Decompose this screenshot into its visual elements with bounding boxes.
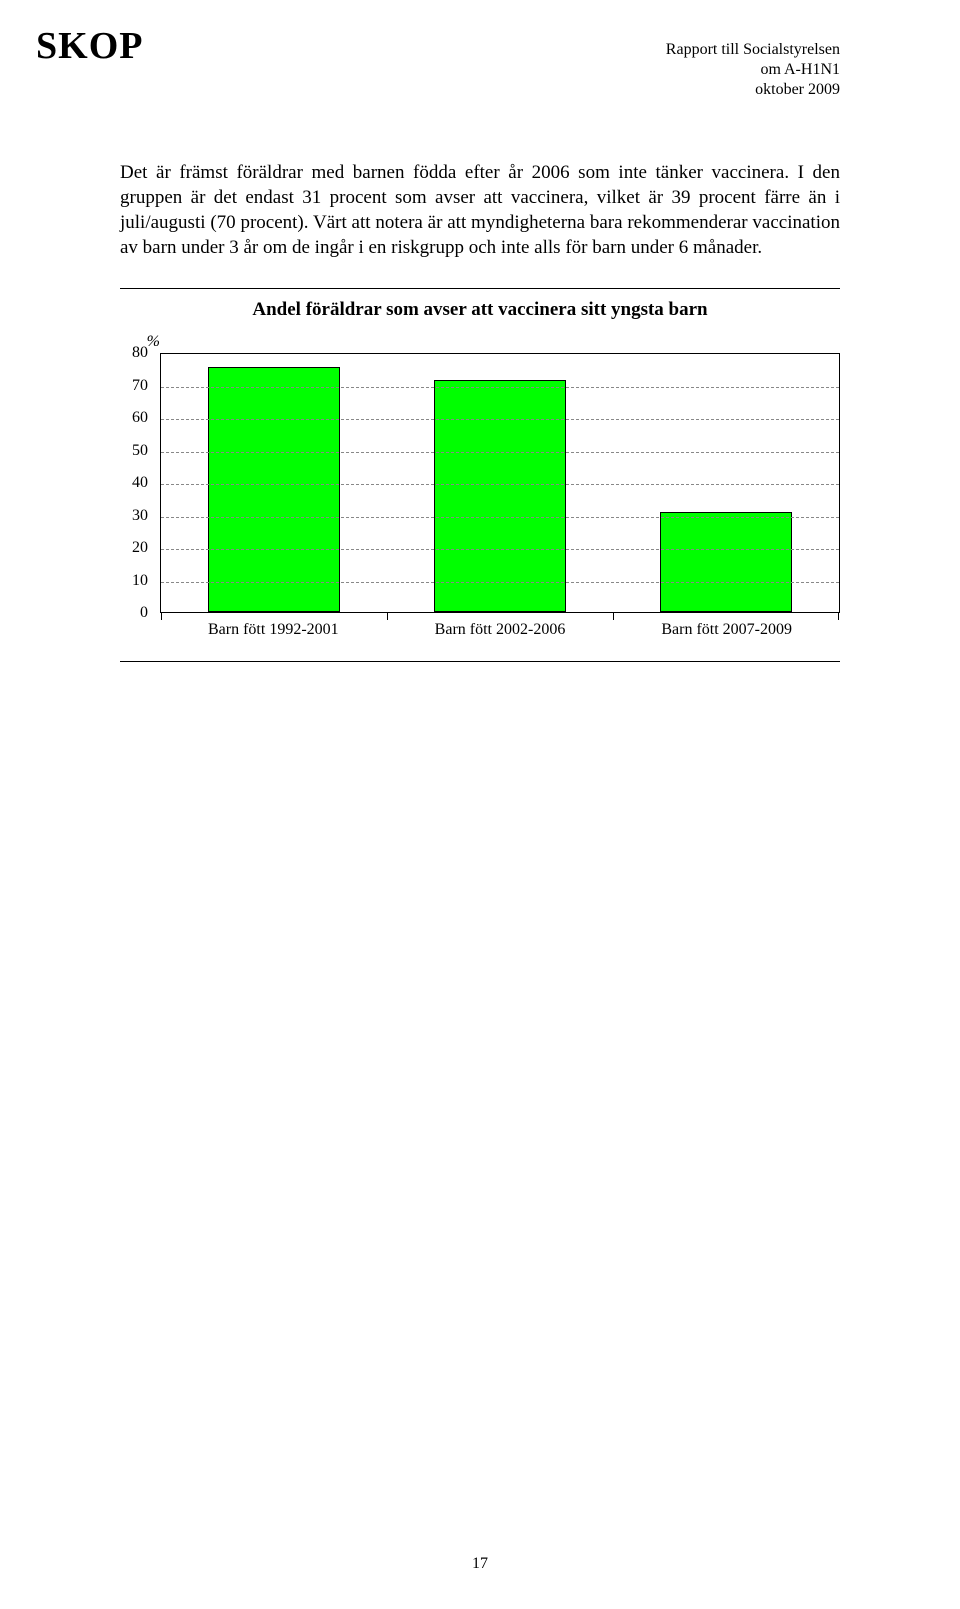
x-axis-label: Barn fött 1992-2001 bbox=[160, 613, 387, 639]
x-tick-mark bbox=[161, 612, 162, 620]
chart-title: Andel föräldrar som avser att vaccinera … bbox=[120, 299, 840, 321]
divider-top bbox=[120, 288, 840, 289]
header-line-3: oktober 2009 bbox=[666, 80, 840, 100]
chart-gridline bbox=[161, 387, 839, 388]
page-number: 17 bbox=[0, 1555, 960, 1573]
x-tick-mark bbox=[838, 612, 839, 620]
y-tick-label: 40 bbox=[114, 475, 154, 491]
x-axis-label: Barn fött 2002-2006 bbox=[387, 613, 614, 639]
chart-gridline bbox=[161, 452, 839, 453]
x-tick-mark bbox=[613, 612, 614, 620]
chart-gridline bbox=[161, 419, 839, 420]
y-tick-label: 80 bbox=[114, 345, 154, 361]
y-tick-label: 30 bbox=[114, 508, 154, 524]
x-tick-mark bbox=[387, 612, 388, 620]
body-paragraph: Det är främst föräldrar med barnen födda… bbox=[120, 160, 840, 260]
y-tick-label: 20 bbox=[114, 540, 154, 556]
x-axis-labels: Barn fött 1992-2001Barn fött 2002-2006Ba… bbox=[160, 613, 840, 639]
chart-plot-area bbox=[160, 353, 840, 613]
chart-slot bbox=[161, 354, 387, 612]
report-header: Rapport till Socialstyrelsen om A-H1N1 o… bbox=[666, 40, 840, 100]
header-line-2: om A-H1N1 bbox=[666, 60, 840, 80]
x-axis-label: Barn fött 2007-2009 bbox=[613, 613, 840, 639]
chart-gridline bbox=[161, 484, 839, 485]
chart-gridline bbox=[161, 549, 839, 550]
chart-bars bbox=[161, 354, 839, 612]
chart-area: % 80706050403020100 bbox=[120, 335, 840, 613]
brand-logo: SKOP bbox=[36, 24, 143, 68]
chart-bar bbox=[660, 512, 791, 612]
bar-chart: % 80706050403020100 Barn fött 1992-2001B… bbox=[120, 335, 840, 639]
y-tick-label: 0 bbox=[114, 605, 154, 621]
chart-bar bbox=[434, 380, 565, 612]
y-tick-label: 60 bbox=[114, 410, 154, 426]
chart-gridline bbox=[161, 517, 839, 518]
chart-slot bbox=[387, 354, 613, 612]
header-line-1: Rapport till Socialstyrelsen bbox=[666, 40, 840, 60]
chart-gridline bbox=[161, 582, 839, 583]
divider-bottom bbox=[120, 661, 840, 662]
y-tick-label: 70 bbox=[114, 378, 154, 394]
y-axis-labels: % 80706050403020100 bbox=[120, 335, 160, 613]
y-tick-label: 10 bbox=[114, 573, 154, 589]
chart-bar bbox=[208, 367, 339, 612]
y-tick-label: 50 bbox=[114, 443, 154, 459]
chart-slot bbox=[613, 354, 839, 612]
